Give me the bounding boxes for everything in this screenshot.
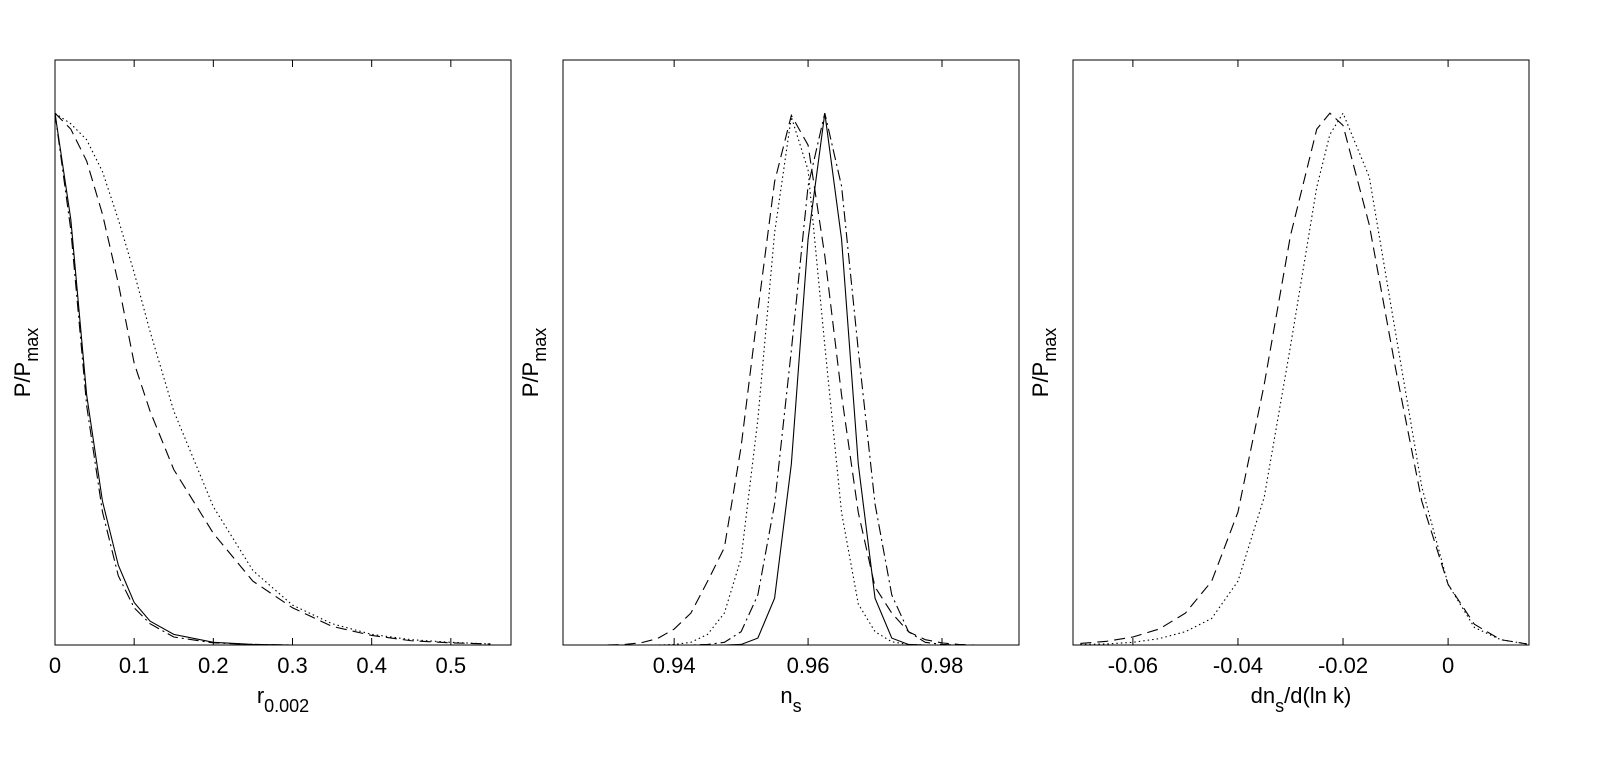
x-tick-label: -0.06 <box>1108 653 1158 678</box>
label-part: P/P <box>518 362 543 397</box>
x-tick-label: 0.2 <box>198 653 229 678</box>
subscript: max <box>1040 328 1060 362</box>
x-tick-label: 0 <box>1442 653 1454 678</box>
label-part: dn <box>1251 683 1275 708</box>
curve <box>573 113 1009 646</box>
subscript: 0.002 <box>264 696 309 716</box>
curve <box>54 113 491 646</box>
curve <box>573 116 1009 646</box>
x-tick-label: 0.3 <box>277 653 308 678</box>
panel: 0 0.1 0.2 0.3 0.4 0.5 r0.002 P/Pmax <box>10 59 512 716</box>
panel: -0.06 -0.04 -0.02 0 dns/d(ln k) P/Pmax <box>1028 59 1530 716</box>
label-part: P/P <box>10 362 35 397</box>
x-axis-label: r0.002 <box>257 683 309 716</box>
x-tick-label: 0.5 <box>436 653 467 678</box>
subscript: max <box>22 328 42 362</box>
curve <box>54 112 491 645</box>
y-axis-label: P/Pmax <box>10 328 42 397</box>
x-axis-label: ns <box>780 683 801 716</box>
label-part: n <box>780 683 792 708</box>
y-axis-label: P/Pmax <box>1028 328 1060 397</box>
x-tick-label: 0 <box>49 653 61 678</box>
x-tick-label: 0.1 <box>119 653 150 678</box>
plot-frame <box>54 59 512 646</box>
x-tick-label: 0.4 <box>356 653 387 678</box>
subscript: s <box>793 696 802 716</box>
curve <box>54 113 491 646</box>
panel: 0.94 0.96 0.98 ns P/Pmax <box>518 59 1020 716</box>
label-part: /d(ln k) <box>1284 683 1351 708</box>
x-tick-label: -0.02 <box>1318 653 1368 678</box>
subscript: s <box>1275 696 1284 716</box>
x-tick-label: 0.98 <box>921 653 964 678</box>
x-tick-label: 0.94 <box>653 653 696 678</box>
x-axis-label: dns/d(ln k) <box>1251 683 1352 716</box>
x-tick-label: 0.96 <box>787 653 830 678</box>
label-part: P/P <box>1028 362 1053 397</box>
subscript: max <box>530 328 550 362</box>
curve <box>573 113 1009 646</box>
y-axis-label: P/Pmax <box>518 328 550 397</box>
x-tick-label: -0.04 <box>1213 653 1263 678</box>
label-part: r <box>257 683 264 708</box>
curve <box>573 113 1009 646</box>
curve <box>1080 111 1527 646</box>
plot-frame <box>1072 59 1530 646</box>
plot-frame <box>562 59 1020 646</box>
curve <box>1080 112 1527 645</box>
curve <box>54 112 491 645</box>
